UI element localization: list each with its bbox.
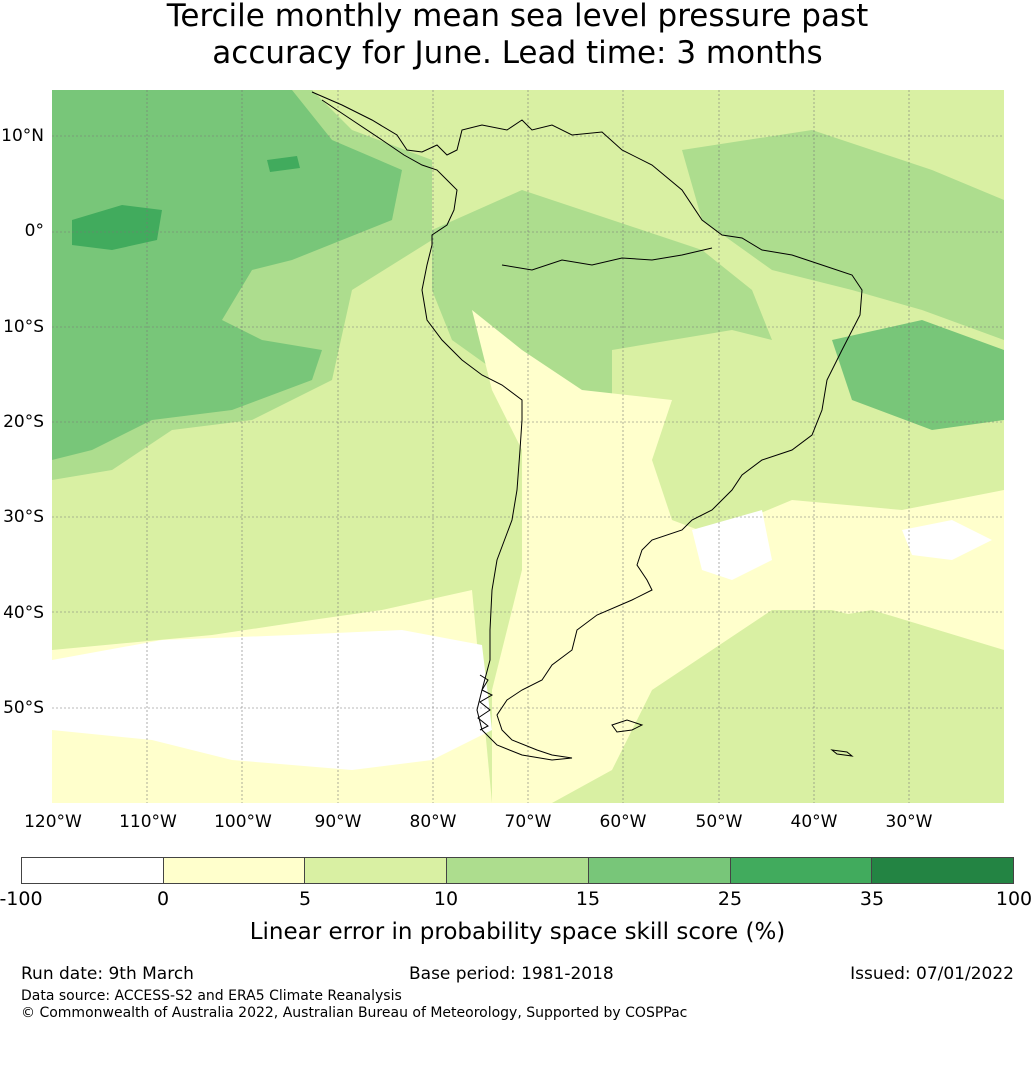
colorbar-tick-minus100: -100 <box>0 888 43 910</box>
lon-label-80w: 80°W <box>409 812 457 832</box>
lat-label-40s: 40°S <box>3 603 44 623</box>
lon-label-60w: 60°W <box>599 812 647 832</box>
issued-date: Issued: 07/01/2022 <box>850 964 1014 984</box>
zone-atlantic-east <box>832 320 1004 430</box>
colorbar-tick-10: 10 <box>433 888 459 910</box>
lon-label-90w: 90°W <box>314 812 362 832</box>
zone-southern-negative <box>52 630 492 770</box>
lon-label-40w: 40°W <box>790 812 838 832</box>
colorbar <box>21 857 1014 884</box>
colorbar-segment-4 <box>447 858 589 883</box>
lat-label-50s: 50°S <box>3 698 44 718</box>
zone-pacific-spot <box>267 156 300 172</box>
base-period: Base period: 1981-2018 <box>409 964 614 984</box>
lon-label-110w: 110°W <box>119 812 177 832</box>
colorbar-segment-3 <box>305 858 448 883</box>
graticule <box>52 90 1004 803</box>
zone-andes-pale <box>472 310 772 803</box>
lon-label-50w: 50°W <box>695 812 743 832</box>
run-date: Run date: 9th March <box>21 964 194 984</box>
colorbar-segment-7 <box>872 858 1014 883</box>
zone-argentina-negative <box>692 510 772 580</box>
lon-label-100w: 100°W <box>214 812 272 832</box>
coastline-south-georgia <box>830 749 854 757</box>
colorbar-tick-0: 0 <box>156 888 170 910</box>
data-source: Data source: ACCESS-S2 and ERA5 Climate … <box>21 988 402 1004</box>
colorbar-tick-15: 15 <box>575 888 601 910</box>
colorbar-label: Linear error in probability space skill … <box>249 919 786 945</box>
zone-pacific-peak <box>72 205 162 250</box>
colorbar-segment-1 <box>22 858 164 883</box>
coastline-chile-islands <box>477 674 494 731</box>
colorbar-segment-2 <box>163 858 306 883</box>
lat-label-30s: 30°S <box>3 507 44 527</box>
zone-brazil-highlands <box>612 330 822 490</box>
coastline-falklands <box>611 719 644 733</box>
colorbar-tick-25: 25 <box>717 888 743 910</box>
zone-caribbean <box>322 90 1004 200</box>
zone-atlantic-negative <box>902 520 992 560</box>
lon-label-120w: 120°W <box>24 812 82 832</box>
lat-label-0: 0° <box>24 221 44 241</box>
zone-south-atlantic-green <box>712 610 1004 803</box>
lat-label-10n: 10°N <box>1 126 44 146</box>
zone-atlantic-north <box>682 130 1004 340</box>
lat-label-20s: 20°S <box>3 412 44 432</box>
title-line-1: Tercile monthly mean sea level pressure … <box>166 0 869 34</box>
coastline-south-america <box>311 91 863 761</box>
lon-label-30w: 30°W <box>885 812 933 832</box>
coastline-amazon-river <box>501 247 713 271</box>
colorbar-segment-5 <box>588 858 731 883</box>
colorbar-tick-100: 100 <box>995 888 1033 910</box>
colorbar-segment-6 <box>730 858 873 883</box>
lon-label-70w: 70°W <box>504 812 552 832</box>
colorbar-tick-5: 5 <box>298 888 312 910</box>
zone-pacific-higher <box>52 90 402 460</box>
colorbar-tick-35: 35 <box>859 888 885 910</box>
map-title: Tercile monthly mean sea level pressure … <box>0 0 1035 72</box>
skill-score-map <box>52 90 1004 803</box>
coastline <box>311 91 863 761</box>
title-line-2: accuracy for June. Lead time: 3 months <box>212 35 823 71</box>
copyright: © Commonwealth of Australia 2022, Austra… <box>21 1005 688 1021</box>
lat-label-10s: 10°S <box>3 317 44 337</box>
